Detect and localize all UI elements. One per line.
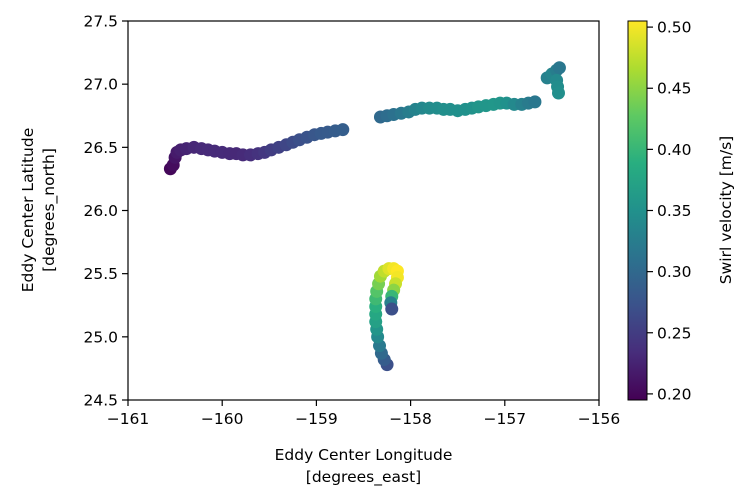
plot-area-frame [127, 20, 600, 401]
colorbar-tick-label: 0.45 [657, 80, 692, 98]
y-axis-ticks: 24.5 25.0 25.5 26.0 26.5 27.0 27.5 [83, 13, 128, 410]
x-tick-label: −161 [107, 410, 150, 428]
x-tick-label: −160 [201, 410, 244, 428]
y-axis-label-line2: [degrees_north] [40, 148, 59, 272]
x-tick-label: −158 [389, 410, 432, 428]
colorbar-tick-label: 0.40 [657, 141, 692, 159]
x-tick-label: −159 [295, 410, 338, 428]
y-tick-label: 25.5 [83, 265, 118, 283]
colorbar-ticks: 0.20 0.25 0.30 0.35 0.40 0.45 0.50 [647, 19, 692, 403]
x-tick-label: −157 [484, 410, 527, 428]
y-axis-label-line1: Eddy Center Latitude [19, 128, 37, 292]
colorbar [627, 20, 648, 401]
colorbar-tick-label: 0.50 [657, 19, 692, 37]
x-axis-label-line1: Eddy Center Longitude [275, 446, 453, 464]
colorbar-tick-label: 0.30 [657, 263, 692, 281]
scatter-point [336, 123, 350, 137]
colorbar-tick-label: 0.35 [657, 202, 692, 220]
x-axis-ticks: −161 −160 −159 −158 −157 −156 [107, 400, 621, 428]
scatter-points [163, 61, 566, 372]
scatter-point [385, 302, 399, 316]
scatter-point [551, 86, 565, 100]
y-tick-label: 27.5 [83, 13, 118, 31]
scatter-point [528, 95, 542, 109]
scatter-point [552, 61, 566, 75]
y-tick-label: 25.0 [83, 328, 118, 346]
colorbar-tick-label: 0.25 [657, 324, 692, 342]
x-tick-label: −156 [578, 410, 621, 428]
colorbar-tick-label: 0.20 [657, 385, 692, 403]
y-tick-label: 27.0 [83, 76, 118, 94]
y-tick-label: 26.5 [83, 139, 118, 157]
y-tick-label: 26.0 [83, 202, 118, 220]
x-axis-label-line2: [degrees_east] [306, 468, 421, 487]
y-tick-label: 24.5 [83, 392, 118, 410]
colorbar-label: Swirl velocity [m/s] [717, 136, 735, 284]
